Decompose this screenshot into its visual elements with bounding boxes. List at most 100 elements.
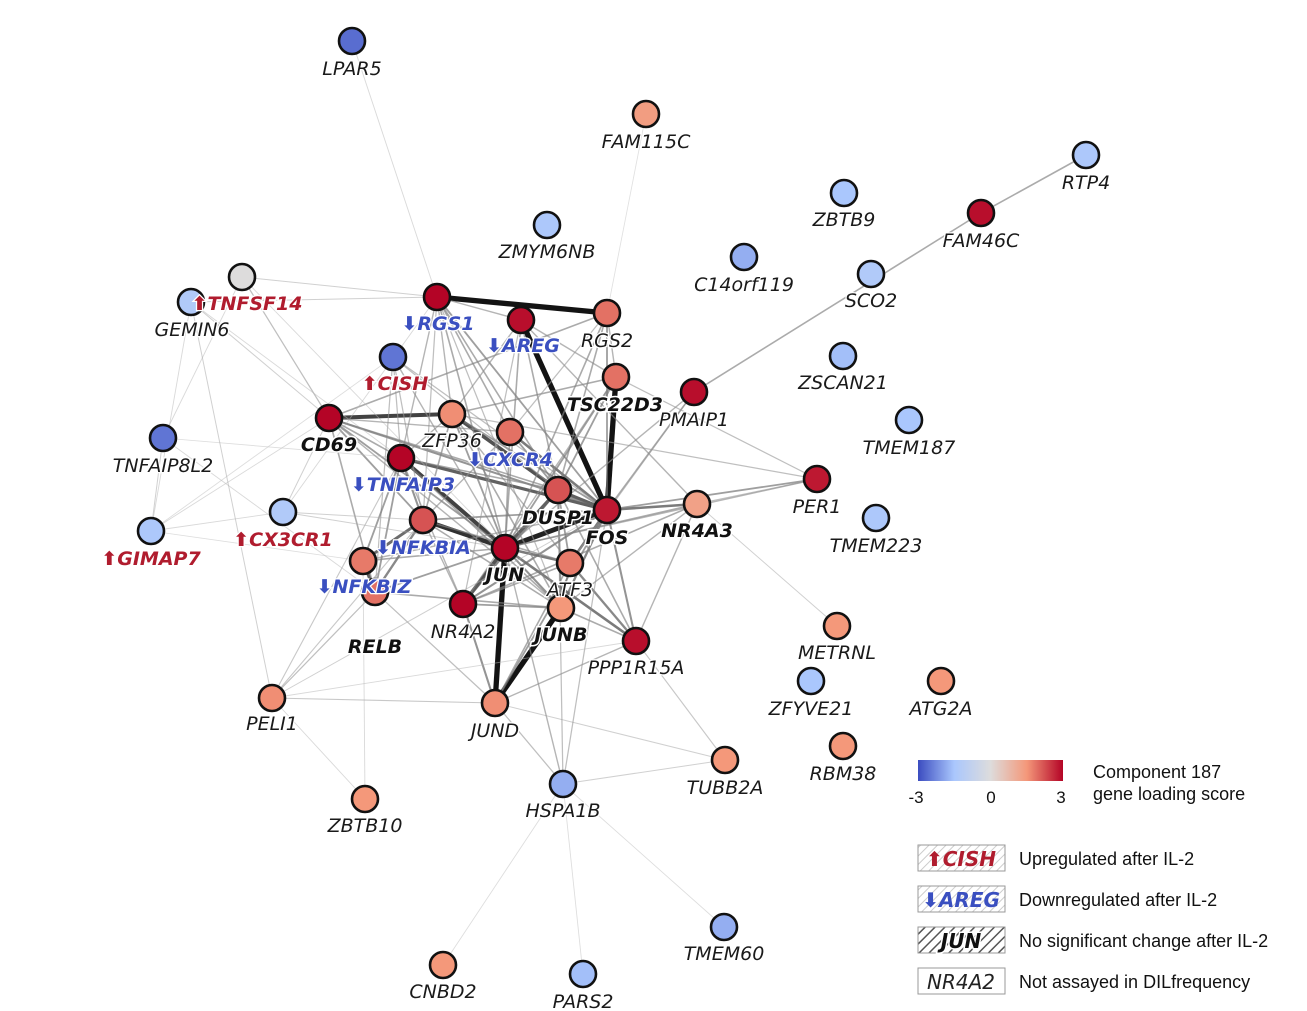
edge-gimap7-cish <box>150 356 394 532</box>
node-tnfsf14[interactable] <box>176 287 206 317</box>
node-ppp1r15a[interactable] <box>621 626 651 656</box>
node-label-relb: RELB <box>348 636 402 658</box>
edge-tsc22d3-fos <box>604 376 619 511</box>
node-label-tmem187: TMEM187 <box>863 437 956 459</box>
edge-cd69-dusp1 <box>328 417 559 491</box>
node-metrnl[interactable] <box>822 611 852 641</box>
node-label-fam115c: FAM115C <box>602 131 691 153</box>
node-label-zfp36: ZFP36 <box>421 430 482 452</box>
node-lpar5[interactable] <box>337 26 367 56</box>
edge-zbtb10-nfkbiz <box>362 560 366 800</box>
node-rtp4[interactable] <box>1071 140 1101 170</box>
node-label-sco2: SCO2 <box>845 290 897 312</box>
node-tmem223[interactable] <box>861 503 891 533</box>
node-label-ppp1r15a: PPP1R15A <box>588 657 685 679</box>
node-jund[interactable] <box>480 688 510 718</box>
node-hspa1b[interactable] <box>548 769 578 799</box>
edge-peli1-tnfaip3 <box>271 457 402 699</box>
node-tsc22d3[interactable] <box>601 362 631 392</box>
node-label-zbtb9: ZBTB9 <box>812 209 876 231</box>
node-rgs1[interactable] <box>422 282 452 312</box>
node-cxcr4[interactable] <box>495 417 525 447</box>
edge-tnfsf14-peli1 <box>190 301 273 699</box>
node-atg2a[interactable] <box>926 666 956 696</box>
node-relb[interactable] <box>360 577 390 607</box>
legend-up-glyph: ⬆CISH <box>926 847 996 871</box>
node-label-pmaip1: PMAIP1 <box>659 409 729 431</box>
node-peli1[interactable] <box>257 683 287 713</box>
edge-cx3cr1-gimap7 <box>150 511 284 532</box>
colorbar-mid-label: 0 <box>986 788 995 807</box>
edge-peli1-fos <box>271 509 608 699</box>
node-dusp1[interactable] <box>543 475 573 505</box>
node-areg[interactable] <box>506 305 536 335</box>
node-zfp36[interactable] <box>437 399 467 429</box>
edge-nr4a3-ppp1r15a <box>635 503 698 642</box>
node-gemin6[interactable] <box>227 262 257 292</box>
edge-hspa1b-pars2 <box>562 783 584 975</box>
colorbar-title-line1: Component 187 <box>1093 762 1221 782</box>
edge-jund-ppp1r15a <box>494 640 637 704</box>
node-pars2[interactable] <box>568 959 598 989</box>
edge-areg-fos <box>518 318 610 512</box>
node-label-lpar5: LPAR5 <box>322 58 381 80</box>
node-fam46c[interactable] <box>966 198 996 228</box>
node-tnfaip8l2[interactable] <box>148 423 178 453</box>
node-cish[interactable] <box>378 342 408 372</box>
node-zscan21[interactable] <box>828 341 858 371</box>
node-zfyve21[interactable] <box>796 666 826 696</box>
node-tnfaip3[interactable] <box>386 443 416 473</box>
edge-per1-nr4a3 <box>696 478 818 505</box>
edge-tnfaip3-relb <box>374 457 402 593</box>
node-nfkbiz[interactable] <box>348 546 378 576</box>
node-cnbd2[interactable] <box>428 950 458 980</box>
node-atf3[interactable] <box>555 548 585 578</box>
node-fos[interactable] <box>592 495 622 525</box>
edge-nfkbia-junb <box>422 519 562 609</box>
node-tubb2a[interactable] <box>710 745 740 775</box>
node-sco2[interactable] <box>856 259 886 289</box>
edge-ppp1r15a-tubb2a <box>635 640 726 761</box>
node-rgs2[interactable] <box>592 298 622 328</box>
node-tmem60[interactable] <box>709 912 739 942</box>
node-zbtb10[interactable] <box>350 784 380 814</box>
node-rbm38[interactable] <box>828 731 858 761</box>
node-label-nr4a2: NR4A2 <box>431 621 496 643</box>
edge-tsc22d3-zfp36 <box>451 376 617 415</box>
edge-zfp36-nfkbia <box>422 413 453 521</box>
node-gimap7[interactable] <box>136 516 166 546</box>
legend-down-glyph: ⬇AREG <box>922 888 1000 912</box>
node-c14orf119[interactable] <box>729 242 759 272</box>
node-label-cish: ⬆CISH <box>362 373 429 395</box>
edge-per1-fos <box>606 478 818 511</box>
node-cx3cr1[interactable] <box>268 497 298 527</box>
node-label-tubb2a: TUBB2A <box>687 777 764 799</box>
node-nr4a3[interactable] <box>682 489 712 519</box>
edge-tnfsf14-tnfaip3 <box>190 301 402 459</box>
node-zmym6nb[interactable] <box>532 210 562 240</box>
edge-layer <box>150 40 1087 975</box>
node-label-tsc22d3: TSC22D3 <box>567 394 663 416</box>
edge-jund-peli1 <box>271 697 496 704</box>
edge-pmaip1-atf3 <box>569 391 695 564</box>
node-zbtb9[interactable] <box>829 178 859 208</box>
edge-rgs1-nfkbia <box>422 296 438 521</box>
node-cd69[interactable] <box>314 403 344 433</box>
node-per1[interactable] <box>802 464 832 494</box>
node-junb[interactable] <box>546 593 576 623</box>
edge-hspa1b-tmem60 <box>562 783 725 928</box>
node-jun[interactable] <box>490 533 520 563</box>
node-tmem187[interactable] <box>894 405 924 435</box>
edge-areg-tsc22d3 <box>520 319 617 378</box>
edge-cx3cr1-cd69 <box>282 417 330 513</box>
node-label-nr4a3: NR4A3 <box>661 520 733 542</box>
edge-rgs2-cd69 <box>328 312 608 419</box>
node-nfkbia[interactable] <box>408 505 438 535</box>
edge-hspa1b-jun <box>504 547 564 785</box>
node-nr4a2[interactable] <box>448 589 478 619</box>
node-fam115c[interactable] <box>631 99 661 129</box>
edge-cd69-jun <box>328 417 506 549</box>
node-pmaip1[interactable] <box>679 377 709 407</box>
legend: -3 0 3 Component 187 gene loading score … <box>908 760 1268 995</box>
node-label-cnbd2: CNBD2 <box>409 981 476 1003</box>
